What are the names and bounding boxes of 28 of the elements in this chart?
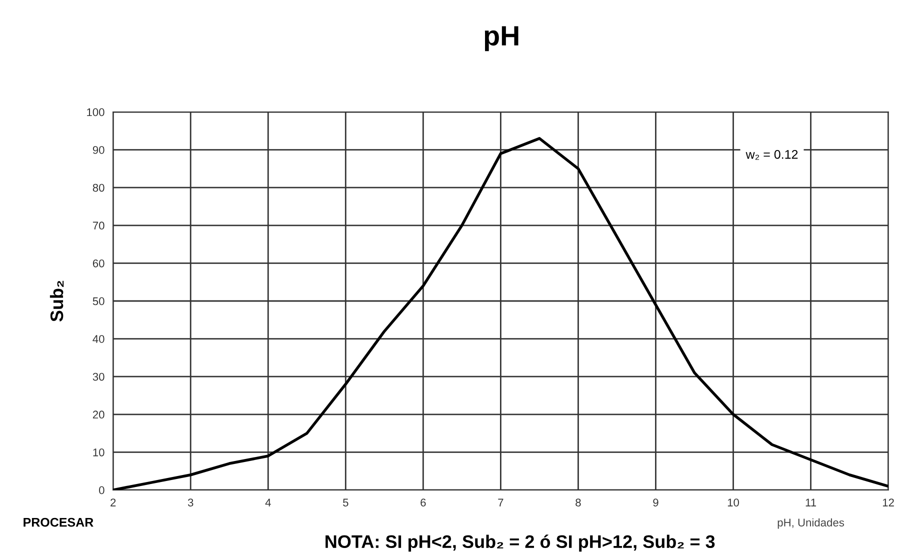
y-axis-title: Sub₂: [50, 280, 64, 322]
y-tick-label: 100: [87, 108, 104, 116]
x-tick-label: 11: [806, 498, 816, 506]
x-tick-label: 3: [188, 498, 194, 506]
y-tick-label: 60: [92, 259, 104, 268]
x-tick-label: 8: [576, 498, 581, 506]
y-tick-label: 10: [93, 448, 104, 456]
x-axis-title: pH, Unidades: [778, 518, 844, 529]
x-tick-label: 7: [498, 498, 504, 506]
x-tick-label: 9: [653, 498, 658, 506]
x-tick-label: 12: [882, 498, 894, 506]
x-tick-label: 2: [110, 498, 116, 506]
y-tick-label: 30: [92, 372, 104, 381]
annotation: w₂ = 0.12: [746, 150, 798, 160]
chart-title: pH: [484, 26, 518, 52]
y-tick-label: 20: [92, 410, 104, 419]
y-tick-label: 40: [92, 335, 104, 343]
x-tick-label: 6: [420, 498, 426, 506]
text: NOTA: SI pH<2, Sub₂ = 2 ó SI pH>12, Sub₂ = 3: [326, 534, 715, 552]
y-tick-label: 50: [92, 297, 104, 306]
x-tick-label: 4: [265, 498, 271, 506]
y-tick-label: 90: [92, 146, 104, 154]
y-tick-label: 80: [92, 184, 104, 192]
text: PROCESAR: [24, 518, 94, 527]
y-tick-label: 0: [99, 486, 104, 494]
y-tick-label: 70: [92, 222, 104, 230]
x-tick-label: 5: [343, 498, 348, 506]
x-tick-label: 10: [728, 498, 739, 506]
